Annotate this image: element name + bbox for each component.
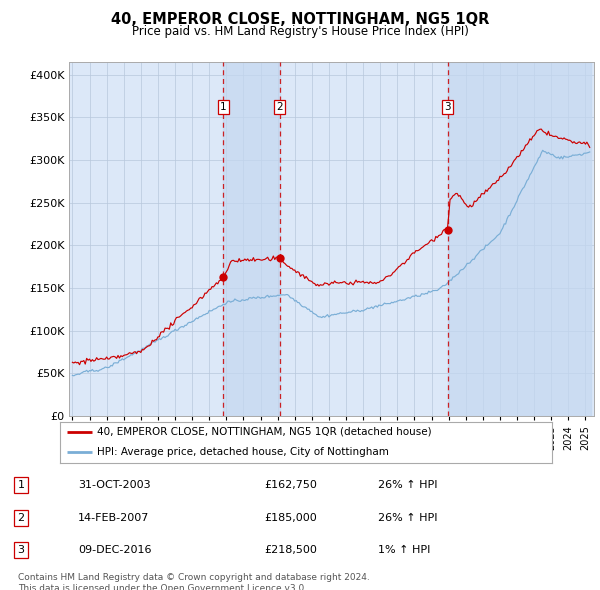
Text: 26% ↑ HPI: 26% ↑ HPI [378,513,437,523]
Text: 1: 1 [17,480,25,490]
Text: 1% ↑ HPI: 1% ↑ HPI [378,545,430,555]
Text: 3: 3 [445,102,451,112]
Text: 40, EMPEROR CLOSE, NOTTINGHAM, NG5 1QR (detached house): 40, EMPEROR CLOSE, NOTTINGHAM, NG5 1QR (… [97,427,431,437]
Text: £185,000: £185,000 [264,513,317,523]
Text: 2: 2 [277,102,283,112]
Text: 1: 1 [220,102,227,112]
Text: 31-OCT-2003: 31-OCT-2003 [78,480,151,490]
Text: £162,750: £162,750 [264,480,317,490]
Bar [223,62,280,416]
Text: HPI: Average price, detached house, City of Nottingham: HPI: Average price, detached house, City… [97,447,389,457]
Text: £218,500: £218,500 [264,545,317,555]
Text: 09-DEC-2016: 09-DEC-2016 [78,545,151,555]
Text: 26% ↑ HPI: 26% ↑ HPI [378,480,437,490]
Text: 14-FEB-2007: 14-FEB-2007 [78,513,149,523]
Text: Contains HM Land Registry data © Crown copyright and database right 2024.
This d: Contains HM Land Registry data © Crown c… [18,573,370,590]
Text: 2: 2 [17,513,25,523]
Text: 3: 3 [17,545,25,555]
Text: Price paid vs. HM Land Registry's House Price Index (HPI): Price paid vs. HM Land Registry's House … [131,25,469,38]
Text: 40, EMPEROR CLOSE, NOTTINGHAM, NG5 1QR: 40, EMPEROR CLOSE, NOTTINGHAM, NG5 1QR [111,12,489,27]
Bar [448,62,590,416]
